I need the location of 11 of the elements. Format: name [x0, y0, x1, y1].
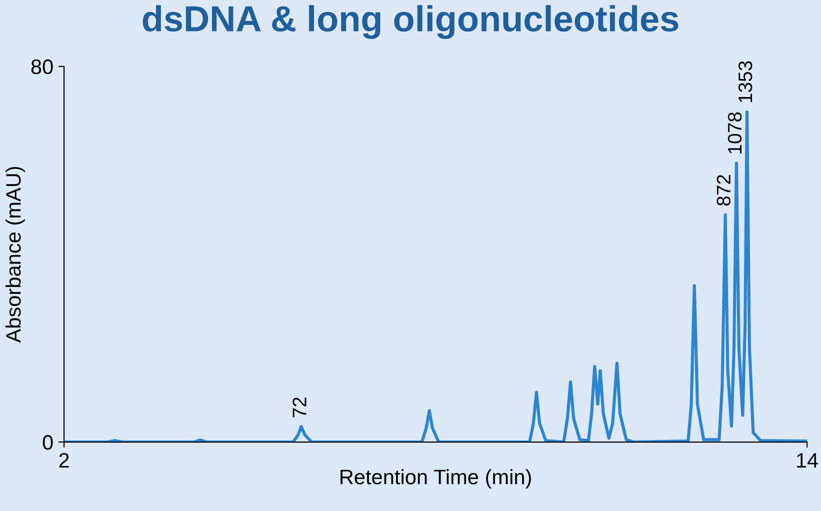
annotation: 1353 [738, 61, 752, 102]
annotation: 72 [292, 398, 306, 418]
y-axis-title: Absorbance (mAU) [5, 166, 25, 343]
chart-title: dsDNA & long oligonucleotides [142, 5, 678, 39]
x-tick-label: 14 [797, 453, 818, 468]
annotation: 1078 [728, 112, 742, 154]
x-tick-label: 2 [59, 452, 69, 468]
y-tick-label: 0 [42, 435, 53, 450]
y-tick-label: 80 [31, 59, 53, 74]
annotation: 872 [716, 174, 731, 206]
x-axis-title: Retention Time (min) [340, 469, 531, 488]
